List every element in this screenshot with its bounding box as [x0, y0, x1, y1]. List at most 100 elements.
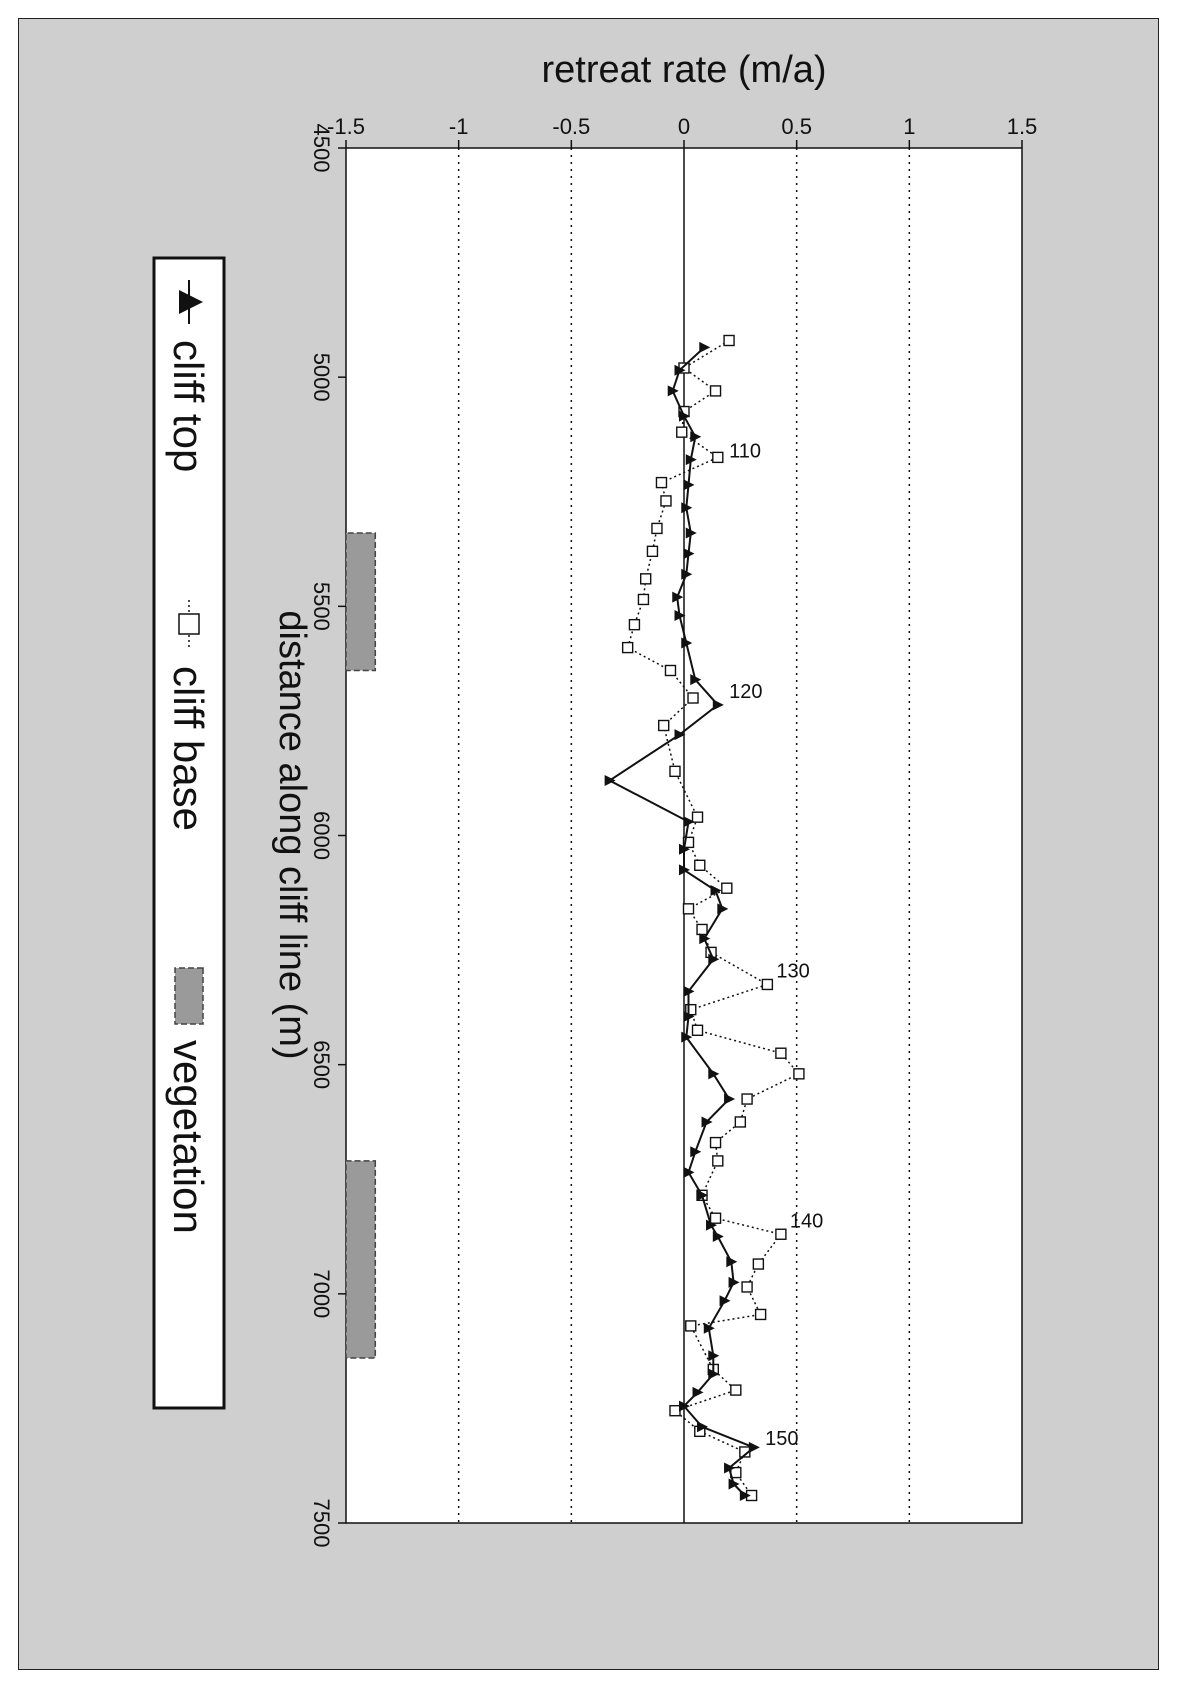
cliff-top-point-20	[679, 864, 690, 876]
x-axis-ticks: 4500 5000 5500 6000 6500 7000 7500	[309, 124, 346, 1547]
cliff-top-point-5	[685, 454, 697, 466]
x-tick-label-0: 4500	[309, 124, 334, 173]
legend-vegetation-label: vegetation	[165, 1040, 212, 1234]
cliff-base-point-36	[775, 1228, 787, 1240]
cliff-base-point-32	[709, 1136, 722, 1149]
cliff-top-point-17	[604, 775, 616, 786]
cliff-top-point-28	[708, 1068, 720, 1080]
annotations: 110 120 130 140 150	[729, 440, 823, 1450]
cliff-top-point-44	[697, 1421, 709, 1433]
y-tick-label-1: -1	[449, 114, 469, 139]
cliff-base-point-22	[682, 903, 695, 915]
cliff-top-point-1	[674, 364, 686, 376]
cliff-top-point-14	[690, 674, 702, 686]
cliff-base-point-25	[761, 978, 774, 991]
x-tick-label-3: 6000	[309, 811, 334, 860]
cliff-top-point-21	[710, 885, 722, 896]
cliff-top-point-23	[699, 933, 711, 945]
cliff-base-point-8	[651, 522, 663, 535]
cliff-base-point-43	[669, 1405, 681, 1417]
cliff-top-point-40	[708, 1350, 720, 1362]
cliff-top-point-37	[728, 1276, 740, 1288]
cliff-base-point-9	[646, 545, 659, 558]
cliff-top-point-48	[739, 1490, 751, 1501]
cliff-base-point-20	[694, 859, 706, 871]
cliff-base-point-17	[669, 765, 681, 778]
y-tick-label-3: 0	[678, 114, 690, 139]
cliff-base-point-27	[691, 1024, 704, 1036]
x-tick-label-1: 5000	[309, 353, 334, 402]
cliff-top-point-10	[681, 568, 693, 580]
cliff-base-point-16	[658, 719, 670, 732]
cliff-top-point-25	[683, 985, 695, 997]
x-tick-label-5: 7000	[309, 1269, 334, 1318]
y-axis-ticks: -1.5 -1 -0.5 0 0.5 1 1.5	[327, 114, 1037, 148]
cliff-top-point-36	[726, 1256, 738, 1268]
profile-label-140: 140	[790, 1210, 823, 1232]
y-tick-label-6: 1.5	[1007, 114, 1038, 139]
cliff-top-point-33	[697, 1189, 709, 1201]
cliff-top-point-4	[690, 431, 702, 443]
cliff-top-point-41	[708, 1368, 720, 1380]
cliff-top-point-27	[681, 1031, 693, 1043]
cliff-top-point-34	[706, 1219, 718, 1231]
x-tick-label-4: 6500	[309, 1040, 334, 1089]
cliff-base-point-30	[741, 1093, 753, 1105]
y-tick-label-2: -0.5	[552, 114, 590, 139]
cliff-top-point-31	[690, 1146, 702, 1158]
cliff-top-point-32	[683, 1166, 695, 1178]
legend-box	[152, 256, 226, 1410]
cliff-base-point-0	[723, 334, 735, 347]
cliff-base-point-29	[793, 1068, 805, 1080]
cliff-base-point-38	[741, 1281, 753, 1293]
cliff-top-point-12	[674, 610, 686, 621]
legend-item-vegetation: vegetation	[165, 967, 212, 1234]
cliff-base-point-15	[687, 692, 699, 704]
profile-label-120: 120	[729, 681, 762, 703]
cliff-base-point-35	[709, 1212, 722, 1224]
cliff-base-point-7	[660, 495, 672, 507]
cliff-top-point-3	[679, 410, 690, 422]
cliff-base-point-31	[734, 1116, 747, 1128]
cliff-top-point-16	[674, 729, 686, 741]
cliff-base-point-40	[685, 1320, 697, 1332]
cliff-top-point-6	[683, 479, 695, 491]
legend-cliff-base-square-icon	[178, 613, 200, 635]
vegetation-bands	[345, 532, 377, 1359]
cliff-top-point-15	[712, 699, 724, 711]
cliff-top-point-35	[712, 1231, 724, 1243]
cliff-top-point-7	[681, 502, 693, 514]
legend-vegetation-swatch	[174, 967, 204, 1025]
legend: cliff top cliff base vegetation	[152, 256, 226, 1410]
cliff-top-point-43	[679, 1400, 690, 1412]
vegetation-band-2	[345, 1160, 377, 1359]
cliff-base-point-21	[721, 882, 733, 894]
profile-label-110: 110	[729, 440, 761, 462]
legend-cliff-top-label: cliff top	[165, 340, 212, 472]
cliff-top-point-18	[683, 816, 695, 828]
cliff-base-point-13	[621, 641, 634, 654]
x-tick-label-2: 5500	[309, 582, 334, 631]
cliff-base-line	[626, 339, 801, 1496]
y-tick-label-5: 1	[903, 114, 915, 139]
y-tick-label-0: -1.5	[327, 114, 365, 139]
cliff-base-point-10	[639, 573, 652, 585]
x-axis-title: distance along cliff line (m)	[271, 610, 313, 1059]
grid-lines	[457, 148, 911, 1523]
cliff-top-point-30	[701, 1116, 713, 1128]
y-axis-title: retreat rate (m/a)	[541, 49, 826, 91]
cliff-top-point-42	[692, 1386, 704, 1398]
cliff-top-point-26	[683, 1011, 695, 1023]
cliff-top-point-47	[728, 1478, 740, 1490]
cliff-base-point-39	[754, 1308, 767, 1321]
cliff-top-point-39	[703, 1322, 715, 1334]
cliff-base-point-33	[712, 1155, 724, 1167]
cliff-top-point-45	[748, 1441, 760, 1453]
cliff-base-point-14	[664, 664, 677, 677]
legend-cliff-base-label: cliff base	[165, 666, 212, 831]
cliff-top-point-9	[683, 548, 695, 560]
cliff-top-point-8	[685, 527, 697, 539]
cliff-base-point-12	[628, 618, 641, 631]
